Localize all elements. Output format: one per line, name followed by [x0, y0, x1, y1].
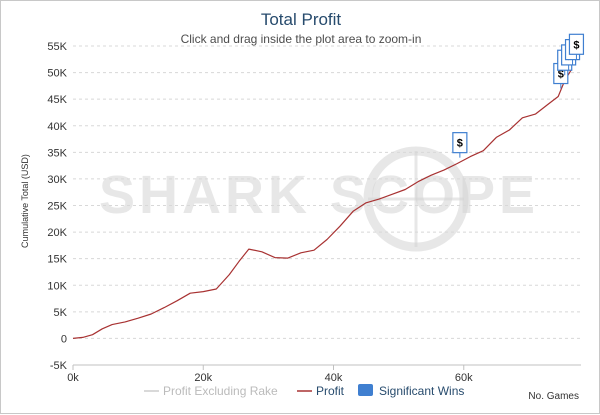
x-tick-label: 40k	[325, 372, 343, 384]
grid	[73, 45, 581, 366]
y-tick-label: 55K	[47, 41, 67, 53]
chart-title: Total Profit	[261, 10, 342, 29]
y-tick-label: 15K	[47, 254, 67, 266]
legend-label: Significant Wins	[379, 384, 464, 398]
chart-subtitle: Click and drag inside the plot area to z…	[181, 32, 422, 46]
flag-label: $	[558, 69, 564, 81]
y-tick-label: 10K	[47, 280, 67, 292]
y-tick-label: 40K	[47, 121, 67, 133]
y-tick-label: 45K	[47, 94, 67, 106]
legend-label: Profit Excluding Rake	[163, 384, 278, 398]
watermark: SHARK SCOPE	[99, 146, 539, 252]
flag-label: $	[573, 39, 579, 51]
legend-symbol	[358, 384, 373, 396]
y-tick-label: 35K	[47, 147, 67, 159]
watermark-text: SHARK SCOPE	[99, 165, 539, 225]
legend: Profit Excluding Rake Profit Significant W…	[144, 384, 464, 398]
series-line-profit[interactable]	[72, 69, 572, 339]
significant-wins-flags: $$$$$$	[452, 33, 585, 158]
flag-label: $	[457, 138, 463, 150]
y-tick-label: 50K	[47, 68, 67, 80]
significant-win-flag[interactable]: $	[568, 33, 585, 60]
y-tick-label: 20K	[47, 227, 67, 239]
y-tick-label: 25K	[47, 201, 67, 213]
y-tick-label: 30K	[47, 174, 67, 186]
legend-item-profit-excluding-rake[interactable]: Profit Excluding Rake	[144, 384, 278, 398]
legend-label: Profit	[316, 384, 345, 398]
x-tick-label: 0k	[67, 372, 79, 384]
y-tick-label: 5K	[54, 307, 68, 319]
x-axis-title: No. Games	[528, 391, 579, 402]
y-axis-title: Cumulative Total (USD)	[20, 154, 30, 248]
y-tick-label: -5K	[50, 360, 68, 372]
significant-win-flag[interactable]: $	[452, 132, 468, 158]
y-tick-label: 0	[61, 333, 67, 345]
legend-item-profit[interactable]: Profit	[297, 384, 345, 398]
x-tick-label: 60k	[455, 372, 473, 384]
legend-item-significant-wins[interactable]: Significant Wins	[358, 384, 464, 398]
series	[72, 69, 572, 339]
axes: -5K 0 5K 10K 15K 20K 25K 30K 35K 40K 45K 50K 55K 0k 20…	[47, 41, 581, 384]
x-tick-label: 20k	[194, 372, 212, 384]
